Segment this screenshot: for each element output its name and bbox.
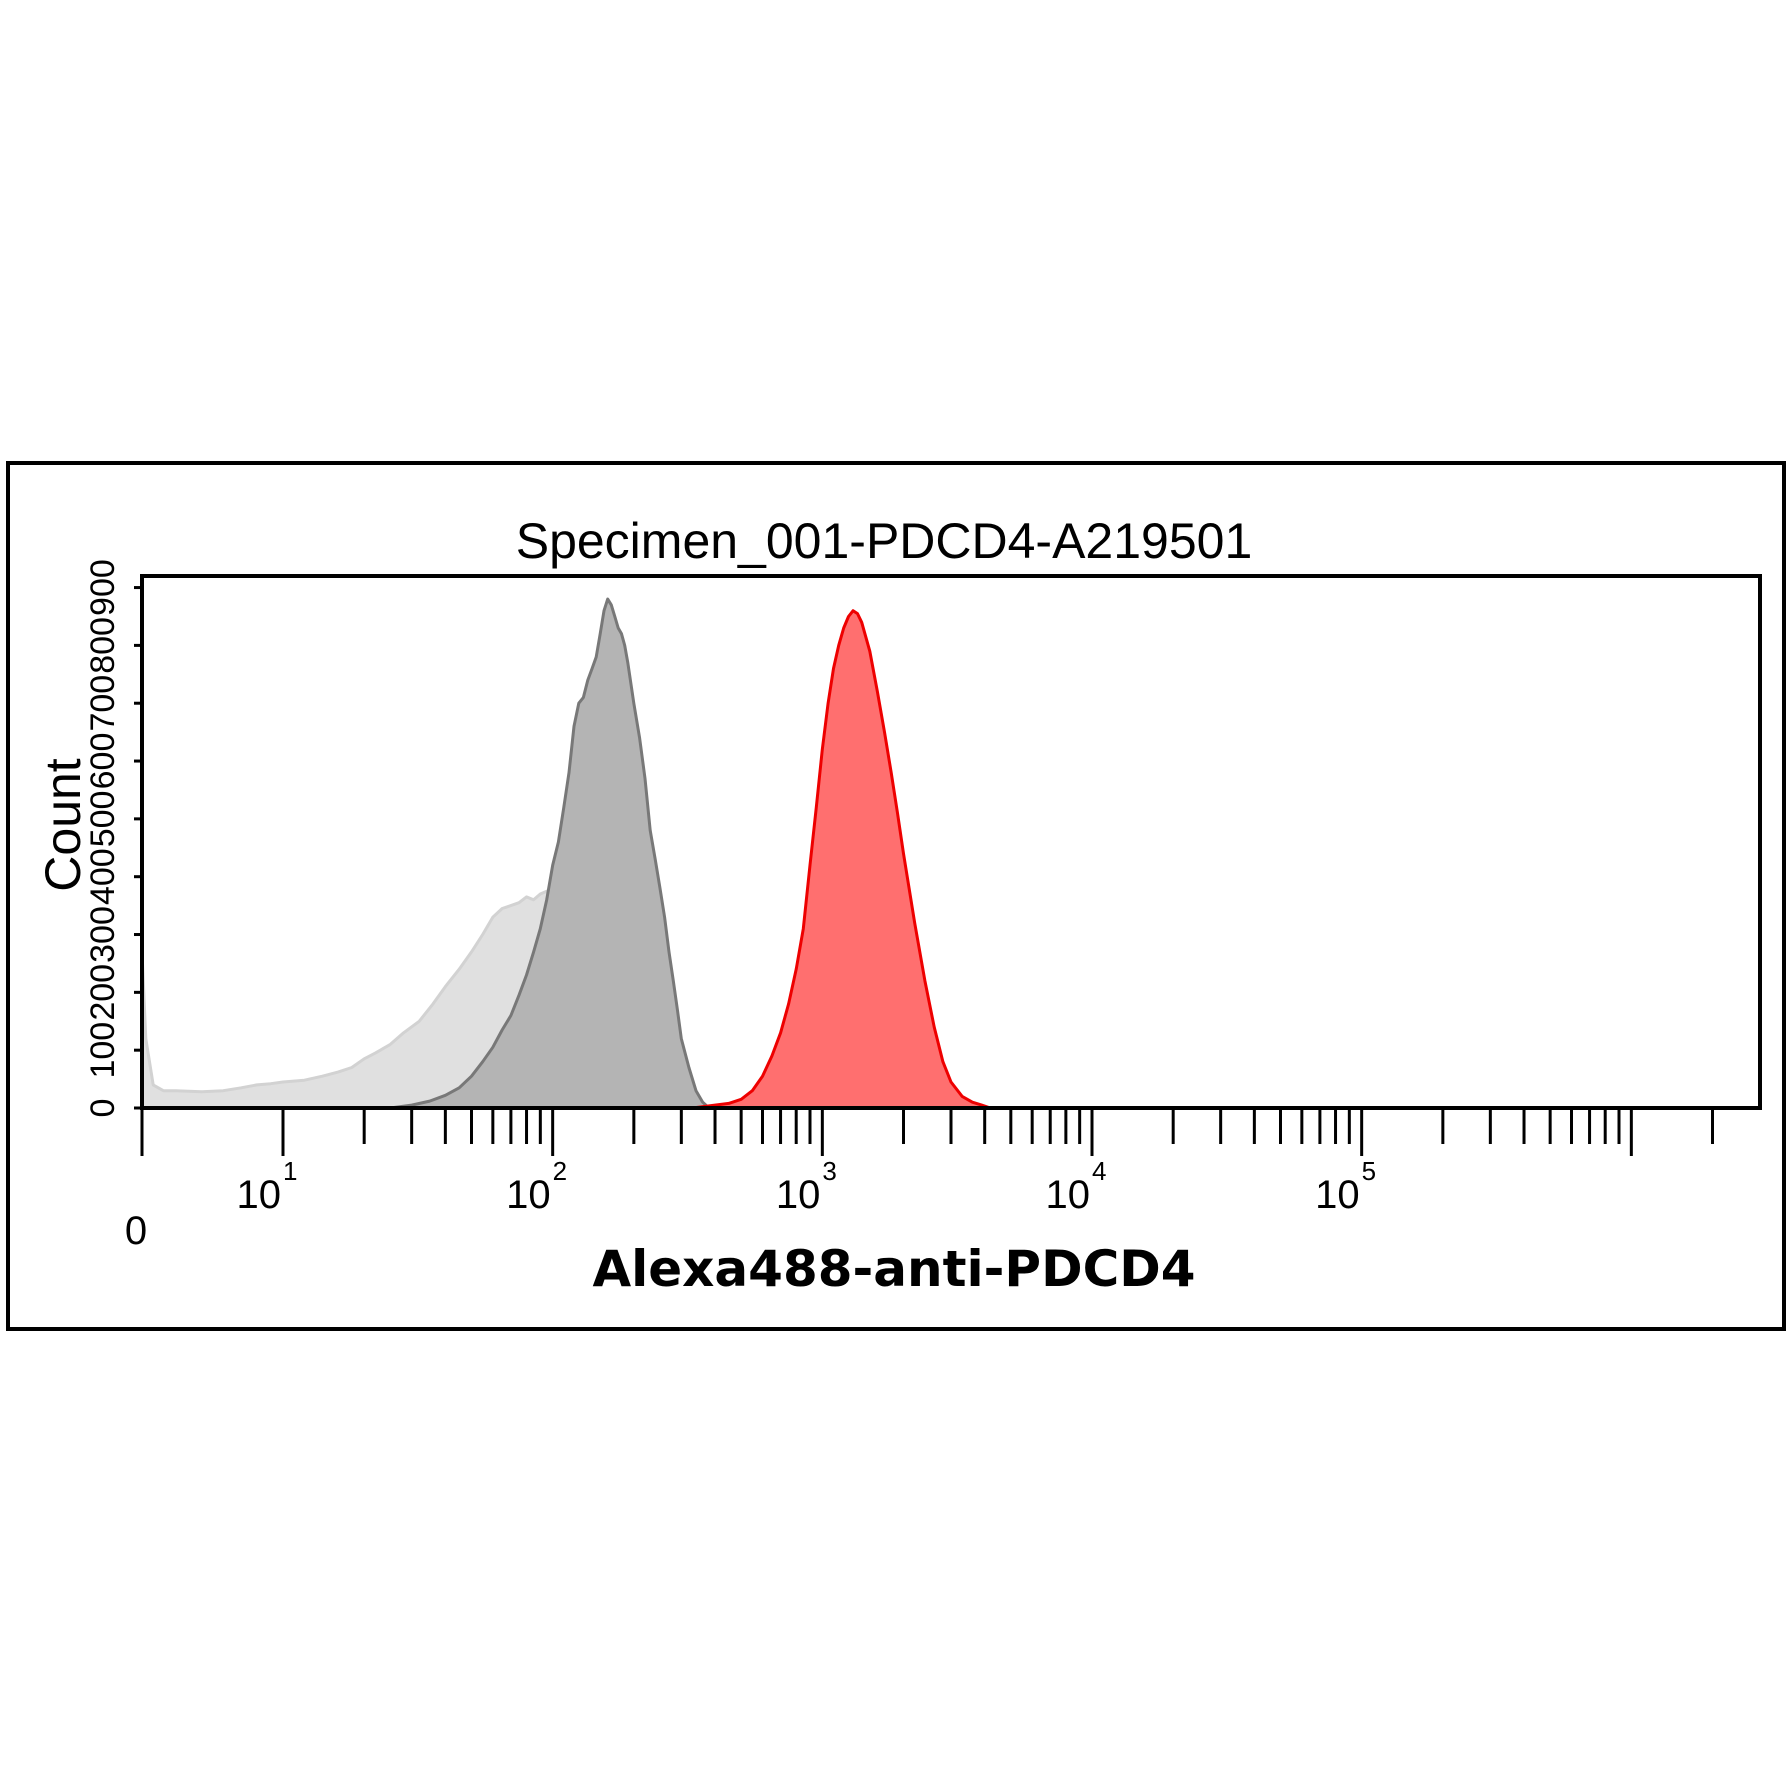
x-tick-exponent: 5	[1362, 1156, 1376, 1186]
histogram-series-2	[388, 597, 711, 1110]
y-tick-label: 100	[84, 1022, 122, 1079]
x-tick-label: 10	[506, 1173, 551, 1217]
x-zero-label: 0	[125, 1209, 147, 1253]
y-tick-label: 300	[84, 906, 122, 963]
y-tick-label: 800	[84, 617, 122, 674]
y-axis-label: Count	[35, 758, 91, 892]
y-tick-label: 900	[84, 559, 122, 616]
y-tick-label: 200	[84, 964, 122, 1021]
x-axis-label: Alexa488-anti-PDCD4	[592, 1240, 1195, 1298]
histogram-series-3	[691, 609, 992, 1110]
x-tick-exponent: 4	[1092, 1156, 1106, 1186]
x-tick-exponent: 2	[553, 1156, 567, 1186]
x-tick-label: 10	[1315, 1173, 1360, 1217]
x-tick-exponent: 3	[822, 1156, 836, 1186]
y-tick-label: 500	[84, 791, 122, 848]
y-tick-label: 600	[84, 733, 122, 790]
y-tick-label: 0	[84, 1099, 122, 1118]
x-tick-label: 10	[1046, 1173, 1091, 1217]
x-tick-label: 10	[776, 1173, 821, 1217]
y-tick-label: 400	[84, 848, 122, 905]
series-layer	[140, 597, 992, 1110]
chart-title: Specimen_001-PDCD4-A219501	[516, 513, 1253, 569]
y-tick-label: 700	[84, 675, 122, 732]
x-tick-label: 10	[237, 1173, 282, 1217]
x-tick-exponent: 1	[283, 1156, 297, 1186]
